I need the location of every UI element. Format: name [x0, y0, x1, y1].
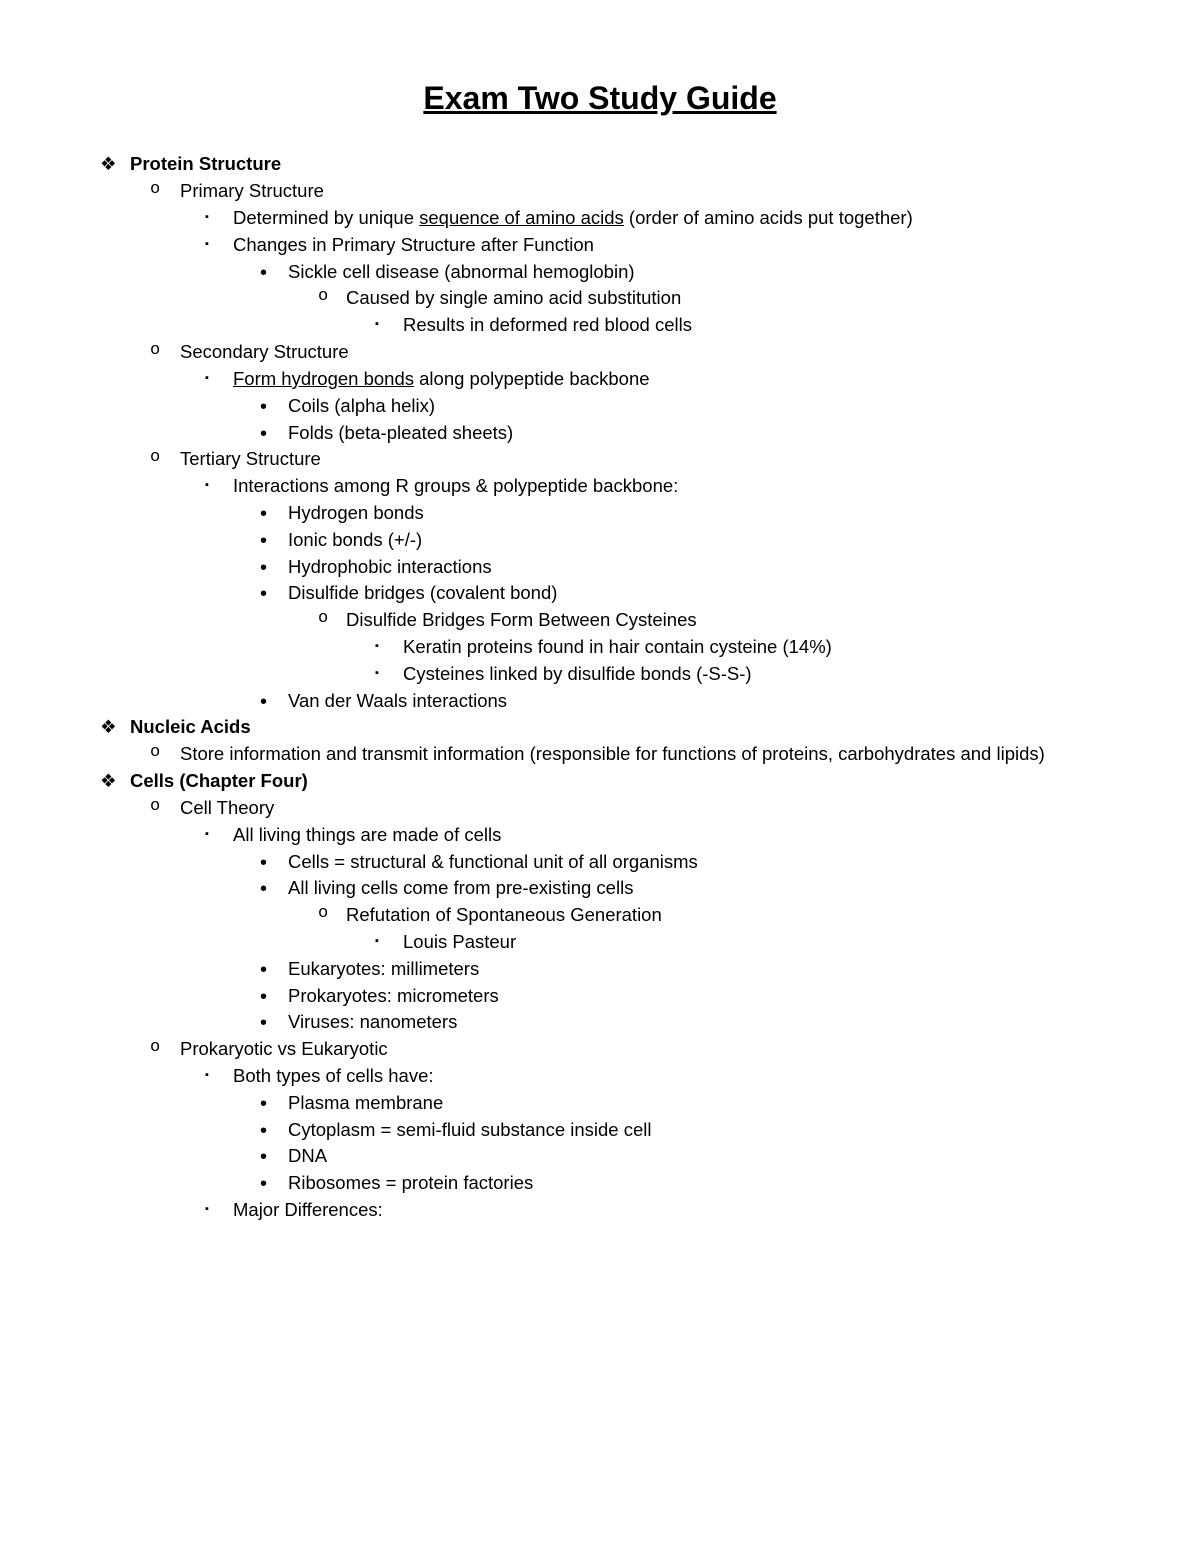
outline-item-level-3: All living cells come from pre-existing …	[260, 875, 1100, 902]
text-segment: Cytoplasm = semi-fluid substance inside …	[288, 1119, 651, 1140]
text-segment: sequence of amino acids	[419, 207, 624, 228]
text-segment: Van der Waals interactions	[288, 690, 507, 711]
outline-item-level-5: Keratin proteins found in hair contain c…	[375, 634, 1100, 661]
text-segment: Cell Theory	[180, 797, 274, 818]
text-segment: Viruses: nanometers	[288, 1011, 457, 1032]
text-segment: Louis Pasteur	[403, 931, 516, 952]
text-segment: Interactions among R groups & polypeptid…	[233, 475, 678, 496]
text-segment: along polypeptide backbone	[414, 368, 650, 389]
outline-item-level-3: Plasma membrane	[260, 1090, 1100, 1117]
outline-item-level-3: Disulfide bridges (covalent bond)	[260, 580, 1100, 607]
outline-item-level-4: Disulfide Bridges Form Between Cysteines	[318, 607, 1100, 634]
outline-item-level-0: Nucleic Acids	[100, 714, 1100, 741]
outline-item-level-1: Store information and transmit informati…	[150, 741, 1100, 768]
text-segment: Ionic bonds (+/-)	[288, 529, 422, 550]
outline-item-level-2: Major Differences:	[205, 1197, 1100, 1224]
outline-item-level-3: Coils (alpha helix)	[260, 393, 1100, 420]
outline-item-level-1: Primary Structure	[150, 178, 1100, 205]
text-segment: Secondary Structure	[180, 341, 349, 362]
text-segment: Keratin proteins found in hair contain c…	[403, 636, 832, 657]
outline-item-level-2: Both types of cells have:	[205, 1063, 1100, 1090]
text-segment: Determined by unique	[233, 207, 419, 228]
outline-item-level-4: Refutation of Spontaneous Generation	[318, 902, 1100, 929]
outline-item-level-5: Results in deformed red blood cells	[375, 312, 1100, 339]
outline-item-level-1: Tertiary Structure	[150, 446, 1100, 473]
text-segment: Ribosomes = protein factories	[288, 1172, 533, 1193]
outline-item-level-4: Caused by single amino acid substitution	[318, 285, 1100, 312]
outline-item-level-2: Form hydrogen bonds along polypeptide ba…	[205, 366, 1100, 393]
outline-item-level-3: Van der Waals interactions	[260, 688, 1100, 715]
outline-item-level-2: Changes in Primary Structure after Funct…	[205, 232, 1100, 259]
text-segment: Cells = structural & functional unit of …	[288, 851, 698, 872]
text-segment: Both types of cells have:	[233, 1065, 434, 1086]
text-segment: All living cells come from pre-existing …	[288, 877, 633, 898]
text-segment: Store information and transmit informati…	[180, 743, 1045, 764]
text-segment: Plasma membrane	[288, 1092, 443, 1113]
outline-item-level-2: All living things are made of cells	[205, 822, 1100, 849]
text-segment: Hydrophobic interactions	[288, 556, 492, 577]
text-segment: (order of amino acids put together)	[624, 207, 913, 228]
outline-container: Protein Structure Primary Structure Determ…	[100, 151, 1100, 1224]
outline-item-level-2: Interactions among R groups & polypeptid…	[205, 473, 1100, 500]
text-segment: Primary Structure	[180, 180, 324, 201]
text-segment: Hydrogen bonds	[288, 502, 424, 523]
text-segment: Nucleic Acids	[130, 716, 251, 737]
outline-item-level-3: Ribosomes = protein factories	[260, 1170, 1100, 1197]
outline-item-level-2: Determined by unique sequence of amino a…	[205, 205, 1100, 232]
outline-item-level-3: Hydrogen bonds	[260, 500, 1100, 527]
text-segment: Major Differences:	[233, 1199, 383, 1220]
text-segment: Disulfide Bridges Form Between Cysteines	[346, 609, 697, 630]
outline-item-level-1: Secondary Structure	[150, 339, 1100, 366]
outline-item-level-3: Sickle cell disease (abnormal hemoglobin…	[260, 259, 1100, 286]
outline-item-level-3: Prokaryotes: micrometers	[260, 983, 1100, 1010]
outline-item-level-1: Cell Theory	[150, 795, 1100, 822]
text-segment: Prokaryotic vs Eukaryotic	[180, 1038, 388, 1059]
text-segment: Results in deformed red blood cells	[403, 314, 692, 335]
outline-item-level-1: Prokaryotic vs Eukaryotic	[150, 1036, 1100, 1063]
text-segment: Coils (alpha helix)	[288, 395, 435, 416]
text-segment: Form hydrogen bonds	[233, 368, 414, 389]
outline-item-level-3: DNA	[260, 1143, 1100, 1170]
outline-item-level-0: Cells (Chapter Four)	[100, 768, 1100, 795]
text-segment: DNA	[288, 1145, 327, 1166]
text-segment: All living things are made of cells	[233, 824, 501, 845]
outline-item-level-0: Protein Structure	[100, 151, 1100, 178]
text-segment: Sickle cell disease (abnormal hemoglobin…	[288, 261, 635, 282]
text-segment: Prokaryotes: micrometers	[288, 985, 499, 1006]
text-segment: Cells (Chapter Four)	[130, 770, 308, 791]
outline-item-level-3: Hydrophobic interactions	[260, 554, 1100, 581]
text-segment: Caused by single amino acid substitution	[346, 287, 681, 308]
text-segment: Disulfide bridges (covalent bond)	[288, 582, 557, 603]
document-title: Exam Two Study Guide	[100, 75, 1100, 121]
outline-item-level-3: Cytoplasm = semi-fluid substance inside …	[260, 1117, 1100, 1144]
text-segment: Folds (beta-pleated sheets)	[288, 422, 513, 443]
text-segment: Tertiary Structure	[180, 448, 321, 469]
text-segment: Refutation of Spontaneous Generation	[346, 904, 662, 925]
outline-item-level-3: Viruses: nanometers	[260, 1009, 1100, 1036]
outline-item-level-5: Cysteines linked by disulfide bonds (-S-…	[375, 661, 1100, 688]
text-segment: Protein Structure	[130, 153, 281, 174]
outline-item-level-3: Cells = structural & functional unit of …	[260, 849, 1100, 876]
outline-item-level-5: Louis Pasteur	[375, 929, 1100, 956]
text-segment: Changes in Primary Structure after Funct…	[233, 234, 594, 255]
text-segment: Cysteines linked by disulfide bonds (-S-…	[403, 663, 752, 684]
outline-item-level-3: Folds (beta-pleated sheets)	[260, 420, 1100, 447]
text-segment: Eukaryotes: millimeters	[288, 958, 479, 979]
outline-item-level-3: Eukaryotes: millimeters	[260, 956, 1100, 983]
outline-item-level-3: Ionic bonds (+/-)	[260, 527, 1100, 554]
